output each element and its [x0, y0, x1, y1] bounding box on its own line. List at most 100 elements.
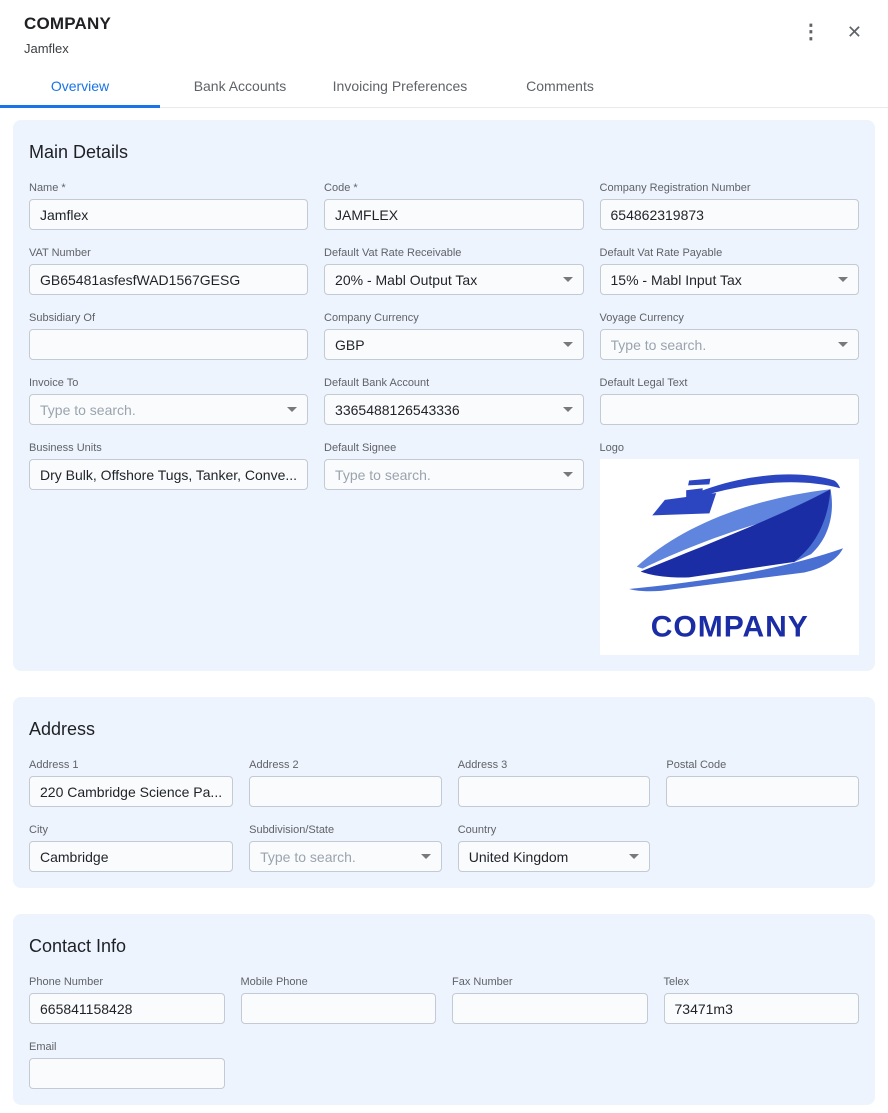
field-business-units: Business Units Dry Bulk, Offshore Tugs, …	[29, 441, 309, 655]
field-telex: Telex 73471m3	[663, 975, 859, 1024]
field-label: Fax Number	[452, 976, 513, 988]
field-label: Company Currency	[324, 312, 419, 324]
chevron-down-icon	[838, 342, 848, 347]
field-city: City Cambridge	[29, 823, 234, 872]
main-details-grid: Name * Jamflex Code * JAMFLEX Company Re…	[29, 181, 859, 655]
subsidiary-of-input[interactable]	[29, 329, 309, 360]
default-vat-rate-payable-select[interactable]: 15% - Mabl Input Tax	[599, 264, 859, 295]
mobile-phone-input[interactable]	[240, 993, 436, 1024]
field-logo: Logo	[599, 441, 859, 655]
section-title: Contact Info	[29, 936, 127, 956]
field-mobile-phone: Mobile Phone	[240, 975, 436, 1024]
chevron-down-icon	[562, 407, 573, 412]
address-2-input[interactable]	[249, 776, 442, 807]
kebab-menu-icon[interactable]: ⋮	[797, 18, 825, 46]
field-code: Code * JAMFLEX	[324, 181, 584, 230]
address-grid: Address 1 220 Cambridge Science Pa... Ad…	[29, 758, 859, 872]
page-subtitle: Jamflex	[24, 41, 69, 56]
vat-number-input[interactable]: GB65481asfesfWAD1567GESG	[29, 264, 309, 295]
field-label: Default Signee	[324, 442, 397, 454]
chevron-down-icon	[562, 342, 573, 347]
company-ship-logo: COMPANY	[599, 462, 859, 652]
field-vat-number: VAT Number GB65481asfesfWAD1567GESG	[29, 246, 309, 295]
name-input[interactable]: Jamflex	[29, 199, 309, 230]
field-label: City	[29, 824, 48, 836]
field-address-1: Address 1 220 Cambridge Science Pa...	[29, 758, 234, 807]
section-contact-info: Contact Info Phone Number 665841158428 M…	[13, 914, 875, 1105]
field-voyage-currency: Voyage Currency Type to search.	[599, 311, 859, 360]
field-country: Country United Kingdom	[457, 823, 651, 872]
company-registration-number-input[interactable]: 654862319873	[599, 199, 859, 230]
telex-input[interactable]: 73471m3	[663, 993, 859, 1024]
field-label: Mobile Phone	[240, 976, 308, 988]
voyage-currency-select[interactable]: Type to search.	[599, 329, 859, 360]
close-icon[interactable]: ✕	[843, 19, 866, 45]
default-signee-select[interactable]: Type to search.	[324, 459, 584, 490]
tab-overview[interactable]: Overview	[0, 68, 160, 108]
default-vat-rate-receivable-select[interactable]: 20% - Mabl Output Tax	[324, 264, 584, 295]
field-subdivision-state: Subdivision/State Type to search.	[249, 823, 442, 872]
chevron-down-icon	[629, 854, 640, 859]
header-actions: ⋮ ✕	[797, 18, 866, 46]
tab-invoicing-preferences[interactable]: Invoicing Preferences	[320, 68, 480, 107]
code-input[interactable]: JAMFLEX	[324, 199, 584, 230]
chevron-down-icon	[562, 277, 573, 282]
field-default-vat-rate-receivable: Default Vat Rate Receivable 20% - Mabl O…	[324, 246, 584, 295]
postal-code-input[interactable]	[666, 776, 859, 807]
field-fax-number: Fax Number	[452, 975, 648, 1024]
field-default-vat-rate-payable: Default Vat Rate Payable 15% - Mabl Inpu…	[599, 246, 859, 295]
field-label: Code *	[324, 182, 358, 194]
default-bank-account-select[interactable]: 3365488126543336	[324, 394, 584, 425]
address-3-input[interactable]	[457, 776, 651, 807]
field-label: Default Vat Rate Receivable	[324, 247, 462, 259]
field-phone-number: Phone Number 665841158428	[29, 975, 225, 1024]
chevron-down-icon	[420, 854, 431, 859]
field-company-currency: Company Currency GBP	[324, 311, 584, 360]
chevron-down-icon	[287, 407, 298, 412]
email-input[interactable]	[29, 1058, 225, 1089]
tab-comments[interactable]: Comments	[480, 68, 640, 107]
address-1-input[interactable]: 220 Cambridge Science Pa...	[29, 776, 234, 807]
invoice-to-select[interactable]: Type to search.	[29, 394, 309, 425]
field-address-2: Address 2	[249, 758, 442, 807]
field-default-legal-text: Default Legal Text	[599, 376, 859, 425]
country-select[interactable]: United Kingdom	[457, 841, 651, 872]
field-label: Name *	[29, 182, 66, 194]
field-label: Default Legal Text	[599, 377, 688, 389]
field-subsidiary-of: Subsidiary Of	[29, 311, 309, 360]
field-label: Country	[457, 824, 497, 836]
fax-number-input[interactable]	[452, 993, 648, 1024]
contact-info-grid: Phone Number 665841158428 Mobile Phone F…	[29, 975, 859, 1089]
company-logo-image: COMPANY	[599, 459, 859, 655]
field-label: Company Registration Number	[599, 182, 751, 194]
field-label: Postal Code	[666, 759, 727, 771]
field-label: Invoice To	[29, 377, 79, 389]
tab-bar: Overview Bank Accounts Invoicing Prefere…	[0, 68, 888, 108]
field-label: Voyage Currency	[599, 312, 684, 324]
company-currency-select[interactable]: GBP	[324, 329, 584, 360]
subdivision-state-select[interactable]: Type to search.	[249, 841, 442, 872]
section-main-details: Main Details Name * Jamflex Code * JAMFL…	[13, 120, 875, 671]
field-label: Phone Number	[29, 976, 103, 988]
field-label: Business Units	[29, 442, 102, 454]
field-address-3: Address 3	[457, 758, 651, 807]
field-label: VAT Number	[29, 247, 91, 259]
default-legal-text-input[interactable]	[599, 394, 859, 425]
logo-text: COMPANY	[650, 610, 808, 643]
field-label: Default Vat Rate Payable	[599, 247, 723, 259]
field-label: Telex	[663, 976, 690, 988]
field-label: Address 1	[29, 759, 79, 771]
field-label: Subsidiary Of	[29, 312, 96, 324]
field-postal-code: Postal Code	[666, 758, 859, 807]
tab-bank-accounts[interactable]: Bank Accounts	[160, 68, 320, 107]
chevron-down-icon	[562, 472, 573, 477]
field-label: Address 2	[249, 759, 299, 771]
section-address: Address Address 1 220 Cambridge Science …	[13, 697, 875, 888]
business-units-input[interactable]: Dry Bulk, Offshore Tugs, Tanker, Conve..…	[29, 459, 309, 490]
field-label: Logo	[599, 442, 624, 454]
city-input[interactable]: Cambridge	[29, 841, 234, 872]
phone-number-input[interactable]: 665841158428	[29, 993, 225, 1024]
field-name: Name * Jamflex	[29, 181, 309, 230]
section-title: Main Details	[29, 142, 129, 162]
chevron-down-icon	[838, 277, 848, 282]
